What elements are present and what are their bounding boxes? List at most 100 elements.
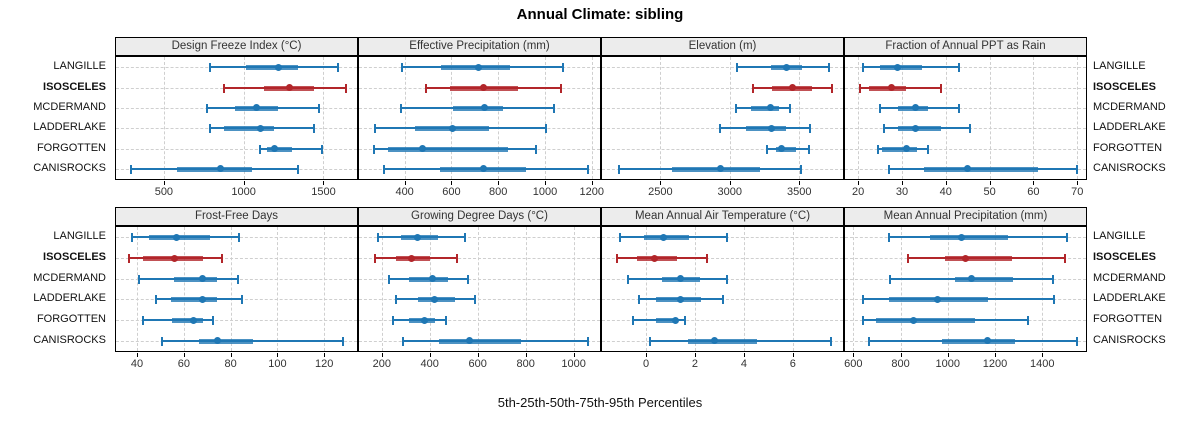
interval-bar-25-75 bbox=[172, 318, 203, 323]
median-dot bbox=[199, 295, 207, 303]
median-dot bbox=[170, 254, 178, 262]
whisker-cap bbox=[374, 124, 377, 134]
grid-line-vertical bbox=[792, 227, 794, 351]
whisker-cap bbox=[464, 233, 467, 243]
median-dot bbox=[964, 165, 972, 173]
interval-bar-25-75 bbox=[945, 256, 1012, 261]
whisker-cap bbox=[637, 295, 640, 305]
interval-bar-25-75 bbox=[746, 126, 787, 132]
panel-plot bbox=[601, 226, 844, 352]
grid-line-vertical bbox=[729, 57, 731, 179]
axis-tick-label: 70 bbox=[1071, 186, 1084, 198]
whisker-cap bbox=[400, 103, 403, 113]
panel-header: Growing Degree Days (°C) bbox=[358, 207, 601, 226]
whisker-cap bbox=[205, 103, 208, 113]
median-dot bbox=[651, 254, 659, 262]
grid-line-vertical bbox=[381, 227, 383, 351]
interval-bar-25-75 bbox=[388, 146, 508, 152]
axis-tick bbox=[900, 353, 902, 357]
grid-line-vertical bbox=[989, 57, 991, 179]
whisker-cap bbox=[241, 295, 244, 305]
grid-line-horizontal bbox=[845, 107, 1086, 109]
median-dot bbox=[199, 275, 207, 283]
grid-line-horizontal bbox=[359, 299, 600, 301]
whisker-cap bbox=[209, 63, 212, 73]
interval-bar-25-75 bbox=[223, 126, 274, 132]
median-dot bbox=[788, 84, 796, 91]
x-axis: 40 60 80 100 120 bbox=[115, 353, 358, 375]
axis-tick bbox=[947, 353, 949, 357]
whisker-cap bbox=[736, 63, 739, 73]
median-dot bbox=[414, 233, 422, 241]
grid-line-vertical bbox=[858, 57, 860, 179]
grid-line-horizontal bbox=[602, 258, 843, 259]
axis-tick bbox=[1077, 181, 1079, 185]
whisker-cap bbox=[617, 164, 620, 174]
axis-tick-label: 1200 bbox=[579, 186, 605, 198]
site-label-left: ISOSCELES bbox=[43, 251, 106, 263]
whisker-cap bbox=[751, 83, 754, 93]
axis-tick bbox=[277, 353, 279, 357]
grid-line-horizontal bbox=[845, 67, 1086, 69]
axis-tick bbox=[591, 181, 593, 185]
x-axis: 0 2 4 6 bbox=[601, 353, 844, 375]
whisker-cap bbox=[940, 83, 943, 93]
grid-line-vertical bbox=[451, 57, 453, 179]
percentile-caption: 5th-25th-50th-75th-95th Percentiles bbox=[497, 395, 703, 410]
grid-line-vertical bbox=[591, 57, 593, 179]
x-axis: 2500 3000 3500 bbox=[601, 181, 844, 203]
site-label-right: ISOSCELES bbox=[1093, 251, 1156, 263]
whisker-cap bbox=[957, 63, 960, 73]
interval-bar-25-75 bbox=[176, 166, 253, 172]
median-dot bbox=[910, 316, 918, 324]
axis-tick-label: 400 bbox=[395, 186, 414, 198]
whisker-cap bbox=[861, 63, 864, 73]
whisker-cap bbox=[394, 295, 397, 305]
whisker-cap bbox=[401, 63, 404, 73]
axis-tick bbox=[858, 181, 860, 185]
grid-line-horizontal bbox=[359, 237, 600, 239]
whisker-cap bbox=[725, 274, 728, 284]
panel-header: Fraction of Annual PPT as Rain bbox=[844, 37, 1087, 56]
interval-bar-25-75 bbox=[687, 338, 758, 344]
grid-line-vertical bbox=[324, 227, 326, 351]
grid-line-vertical bbox=[947, 227, 949, 351]
median-dot bbox=[767, 104, 775, 112]
whisker-cap bbox=[887, 164, 890, 174]
whisker-cap bbox=[789, 103, 792, 113]
axis-tick bbox=[729, 181, 731, 185]
grid-line-vertical bbox=[545, 57, 546, 179]
median-dot bbox=[967, 275, 975, 283]
median-dot bbox=[217, 165, 225, 173]
site-label-left: ISOSCELES bbox=[43, 80, 106, 93]
grid-line-vertical bbox=[1077, 57, 1079, 179]
median-dot bbox=[479, 165, 487, 173]
median-dot bbox=[480, 104, 488, 112]
whisker-cap bbox=[344, 83, 347, 93]
whisker-cap bbox=[626, 274, 629, 284]
site-label-right: CANISROCKS bbox=[1093, 161, 1166, 174]
axis-tick bbox=[404, 181, 406, 185]
whisker-cap bbox=[222, 83, 225, 93]
grid-line-vertical bbox=[646, 227, 648, 351]
axis-tick-label: 60 bbox=[1027, 186, 1040, 198]
figure-title: Annual Climate: sibling bbox=[516, 6, 684, 23]
median-dot bbox=[431, 295, 439, 303]
whisker-cap bbox=[1051, 274, 1054, 284]
whisker-cap bbox=[859, 83, 862, 93]
median-dot bbox=[465, 337, 473, 345]
whisker-cap bbox=[735, 103, 738, 113]
panel-plot bbox=[601, 56, 844, 180]
site-label-right: MCDERMAND bbox=[1093, 271, 1166, 284]
interval-bar-25-75 bbox=[941, 338, 1016, 344]
interval-bar-25-75 bbox=[875, 318, 975, 323]
x-axis: 400 600 800 1000 1200 bbox=[358, 181, 605, 203]
interval-bar-25-75 bbox=[882, 146, 918, 152]
axis-tick-label: 40 bbox=[130, 358, 144, 370]
axis-tick-label: 80 bbox=[224, 358, 237, 370]
axis-tick-label: 200 bbox=[372, 358, 391, 370]
interval-bar-25-75 bbox=[174, 276, 217, 282]
whisker-cap bbox=[1063, 254, 1066, 263]
axis-tick-label: 1000 bbox=[532, 186, 558, 198]
